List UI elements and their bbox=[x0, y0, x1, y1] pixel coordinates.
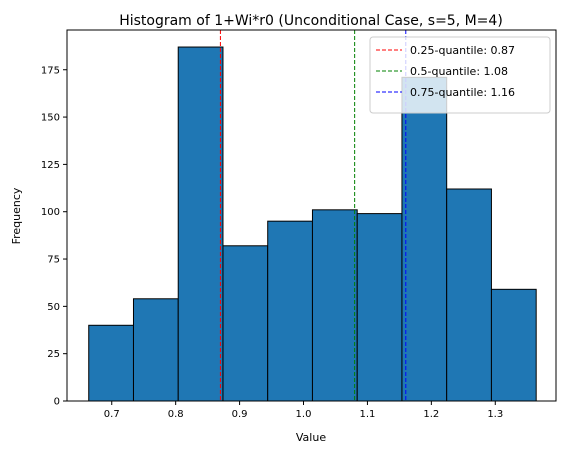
histogram-bar bbox=[177, 46, 224, 402]
y-tick-label: 75 bbox=[47, 255, 60, 266]
x-tick-label: 1.2 bbox=[423, 409, 439, 420]
chart-title: Histogram of 1+Wi*r0 (Unconditional Case… bbox=[119, 13, 503, 29]
y-tick-label: 150 bbox=[41, 113, 60, 124]
histogram-bar bbox=[446, 188, 492, 402]
y-tick-label: 50 bbox=[47, 302, 60, 313]
y-tick-label: 125 bbox=[41, 160, 60, 171]
histogram-bar bbox=[401, 76, 448, 402]
histogram-bar bbox=[132, 298, 179, 402]
legend-entry-label: 0.25-quantile: 0.87 bbox=[410, 44, 515, 57]
y-tick-label: 0 bbox=[54, 397, 60, 408]
legend-box bbox=[369, 36, 551, 114]
histogram-bar bbox=[356, 213, 403, 402]
histogram-bar bbox=[311, 209, 358, 402]
x-axis-label: Value bbox=[296, 431, 326, 444]
y-tick-label: 100 bbox=[41, 207, 60, 218]
histogram-bar bbox=[490, 288, 537, 402]
x-tick-label: 1.1 bbox=[359, 409, 375, 420]
x-axis-ticks: 0.7 0.8 0.9 1.0 1.1 1.2 1.3 bbox=[104, 401, 503, 420]
x-tick-label: 0.9 bbox=[232, 409, 248, 420]
y-tick-label: 175 bbox=[41, 65, 60, 76]
histogram-bar bbox=[267, 220, 313, 402]
legend: 0.25-quantile: 0.87 0.5-quantile: 1.08 0.7… bbox=[369, 36, 551, 114]
legend-entry-label: 0.5-quantile: 1.08 bbox=[410, 65, 508, 78]
histogram-bar bbox=[222, 245, 269, 402]
x-tick-label: 1.3 bbox=[487, 409, 503, 420]
y-axis-label: Frequency bbox=[10, 187, 23, 244]
plot-frame bbox=[66, 29, 557, 402]
x-tick-label: 1.0 bbox=[296, 409, 312, 420]
y-tick-label: 25 bbox=[47, 349, 60, 360]
bars-group bbox=[88, 46, 537, 402]
y-axis-ticks: 0 25 50 75 100 125 150 175 bbox=[41, 65, 67, 408]
legend-entry-label: 0.75-quantile: 1.16 bbox=[410, 86, 515, 99]
histogram-bar bbox=[88, 324, 134, 402]
x-tick-label: 0.7 bbox=[104, 409, 120, 420]
x-tick-label: 0.8 bbox=[168, 409, 184, 420]
